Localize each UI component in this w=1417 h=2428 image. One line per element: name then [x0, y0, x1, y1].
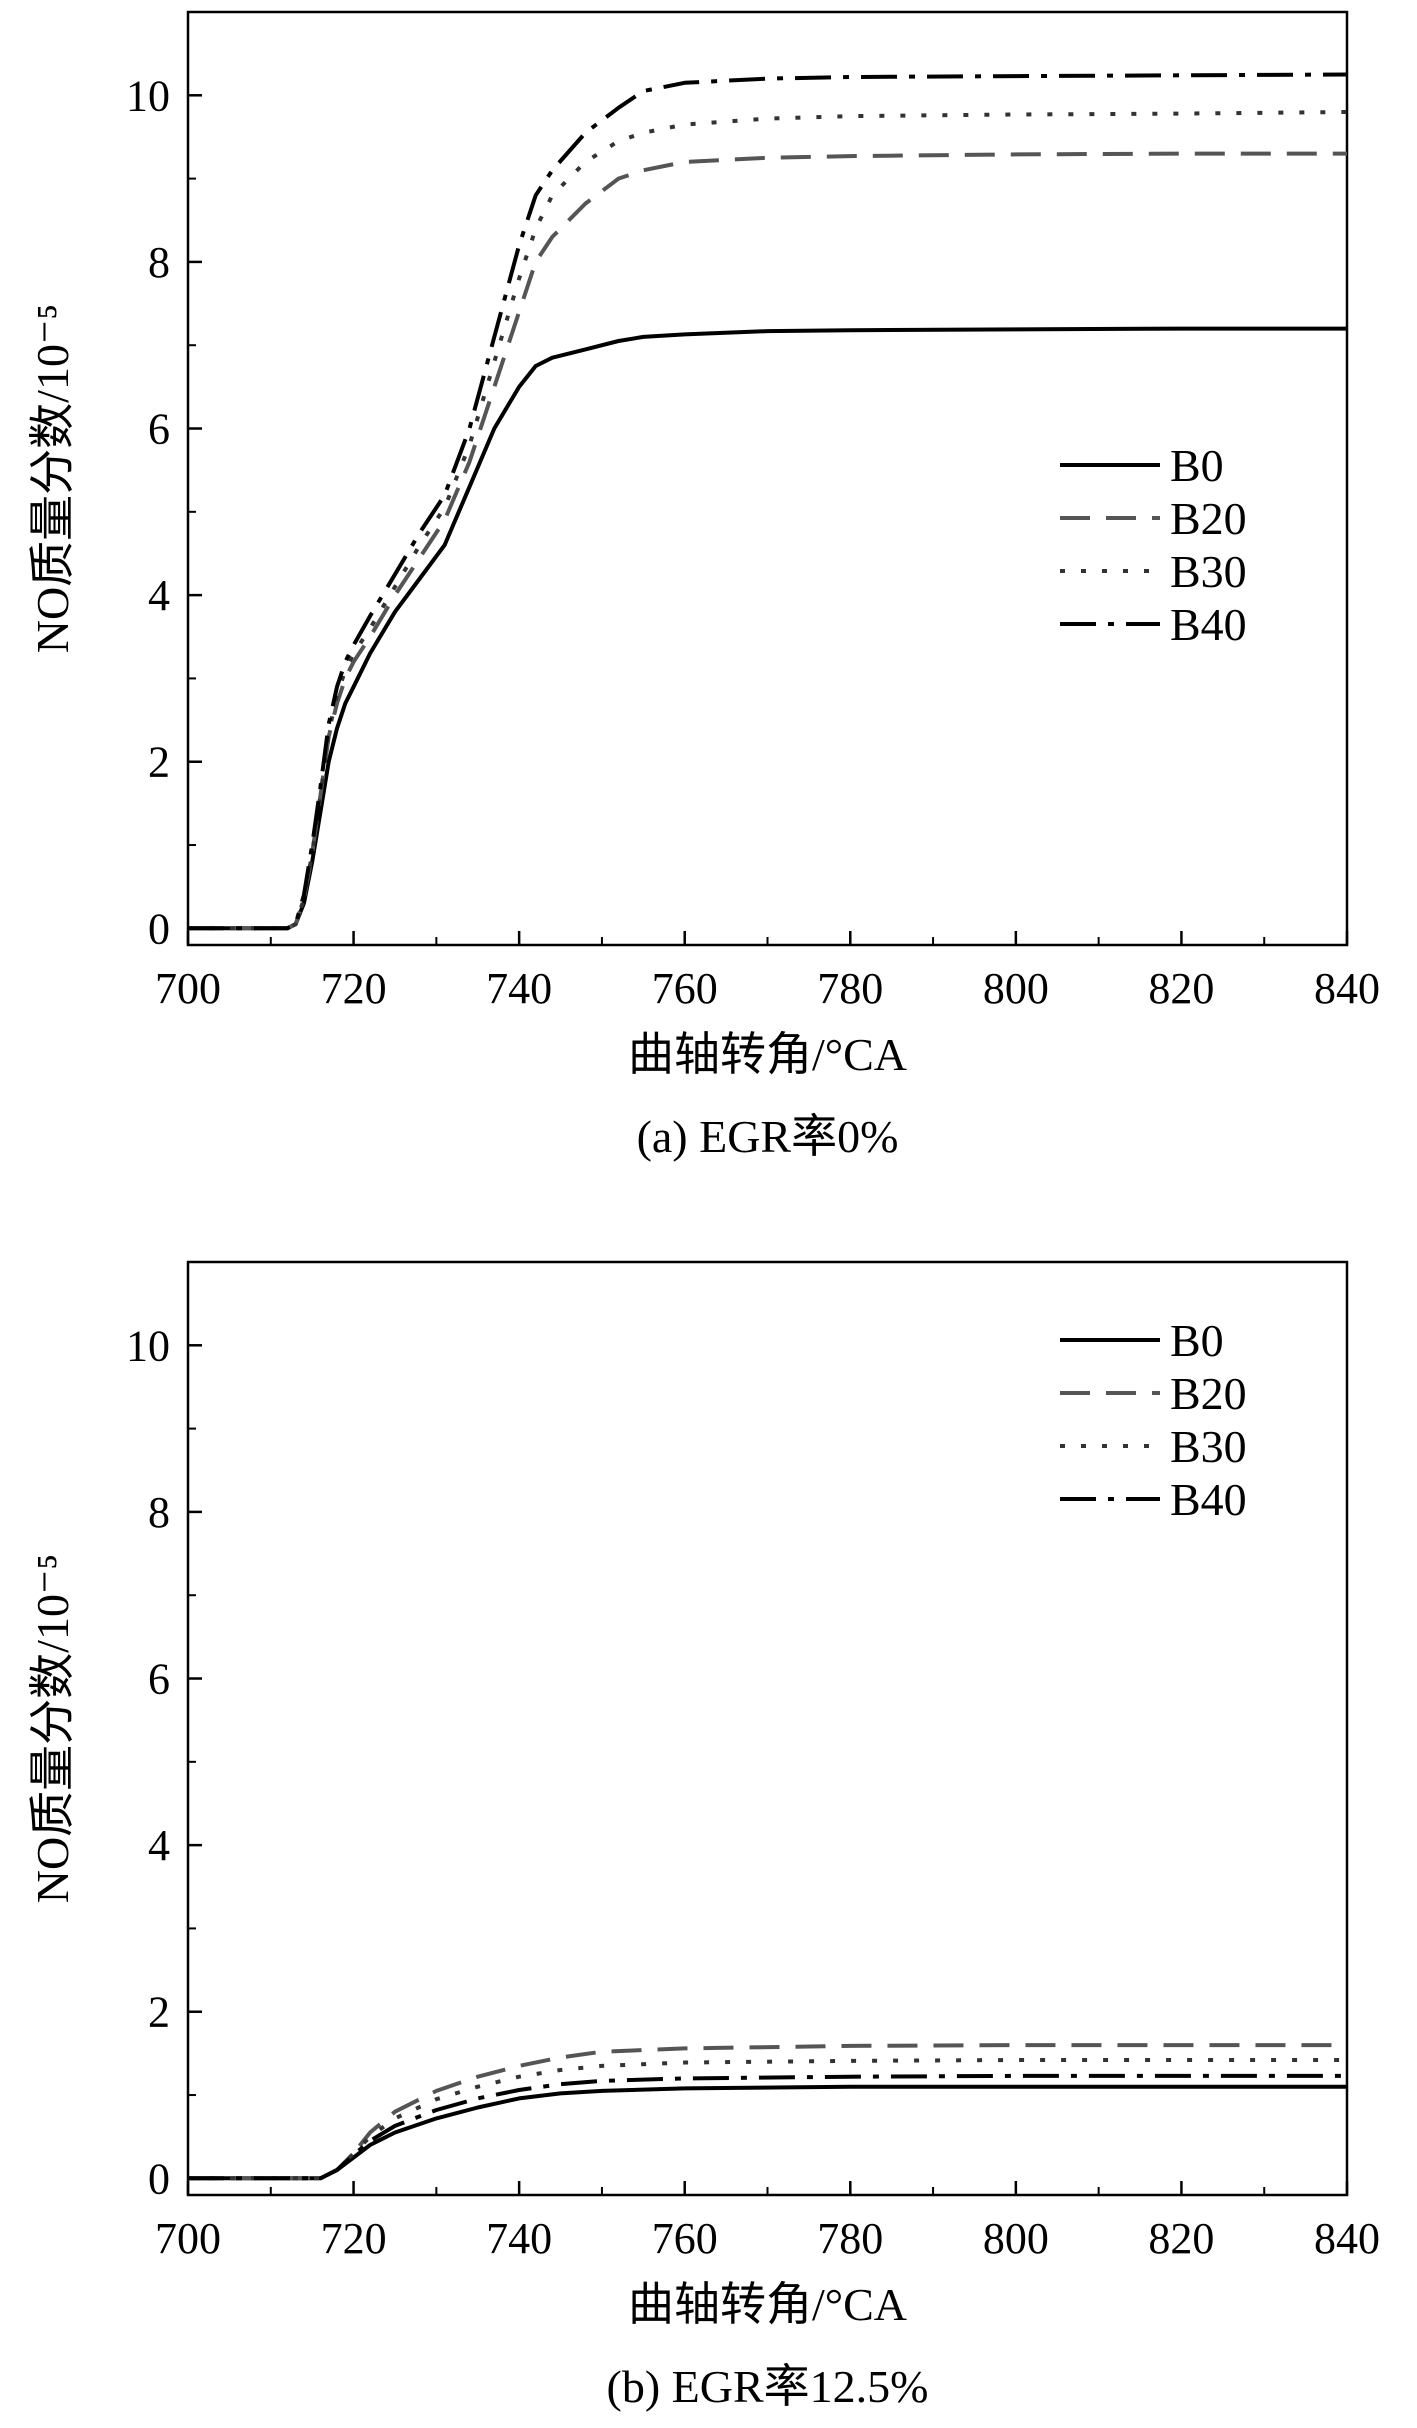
series-line-b0: [188, 2084, 1347, 2181]
y-tick-label: 10: [126, 71, 170, 120]
x-tick-label: 840: [1314, 964, 1380, 1013]
legend-label-b0: B0: [1170, 440, 1224, 491]
x-tick-label: 760: [652, 964, 718, 1013]
x-tick-label: 780: [817, 964, 883, 1013]
legend-label-b20: B20: [1170, 493, 1247, 544]
x-tick-label: 820: [1148, 2214, 1214, 2263]
legend-label-b20: B20: [1170, 1368, 1247, 1419]
series-line-b30: [188, 2058, 1347, 2181]
x-tick-label: 700: [155, 964, 221, 1013]
x-axis-title: 曲轴转角/°CA: [628, 1029, 907, 1080]
legend-label-b30: B30: [1170, 546, 1247, 597]
y-tick-label: 0: [148, 904, 170, 953]
series-line-b40: [188, 2073, 1347, 2181]
legend-label-b40: B40: [1170, 599, 1247, 650]
y-tick-label: 4: [148, 1821, 170, 1870]
y-tick-label: 2: [148, 1988, 170, 2037]
x-tick-label: 780: [817, 2214, 883, 2263]
chart-panel-b: 700 720 740 760 780 800 820 840 0 2 4 6 8 10 B0B20B30B…: [27, 1260, 1380, 2412]
y-axis-title: NO质量分数/10⁻⁵: [27, 1554, 78, 1904]
legend-label-b30: B30: [1170, 1421, 1247, 1472]
y-axis-title: NO质量分数/10⁻⁵: [27, 304, 78, 654]
y-tick-label: 4: [148, 571, 170, 620]
chart-panel-a: 700 720 740 760 780 800 820 840 0 2 4 6 8 10 B0B20B30B…: [27, 10, 1380, 1162]
y-tick-label: 0: [148, 2154, 170, 2203]
x-tick-label: 740: [486, 964, 552, 1013]
x-tick-label: 700: [155, 2214, 221, 2263]
series-line-b20: [188, 2043, 1347, 2181]
x-tick-label: 840: [1314, 2214, 1380, 2263]
y-tick-label: 10: [126, 1321, 170, 1370]
x-tick-label: 800: [983, 2214, 1049, 2263]
x-tick-label: 800: [983, 964, 1049, 1013]
y-tick-label: 8: [148, 238, 170, 287]
figure-caption: (b) EGR率12.5%: [607, 2361, 929, 2412]
legend-label-b40: B40: [1170, 1474, 1247, 1525]
x-tick-label: 720: [321, 964, 387, 1013]
y-tick-label: 6: [148, 405, 170, 454]
x-tick-label: 740: [486, 2214, 552, 2263]
y-tick-label: 2: [148, 738, 170, 787]
x-tick-label: 760: [652, 2214, 718, 2263]
x-axis-title: 曲轴转角/°CA: [628, 2279, 907, 2330]
legend-label-b0: B0: [1170, 1315, 1224, 1366]
y-tick-label: 8: [148, 1488, 170, 1537]
x-tick-label: 720: [321, 2214, 387, 2263]
figure-caption: (a) EGR率0%: [637, 1111, 899, 1162]
x-tick-label: 820: [1148, 964, 1214, 1013]
y-tick-label: 6: [148, 1655, 170, 1704]
series-line-b40: [188, 72, 1348, 931]
